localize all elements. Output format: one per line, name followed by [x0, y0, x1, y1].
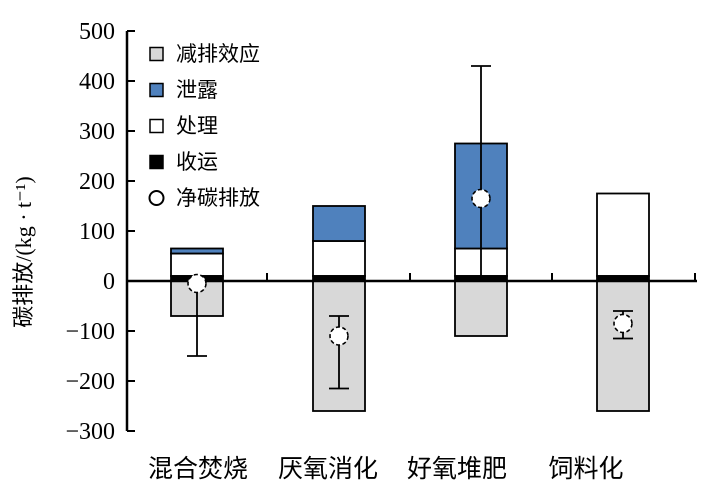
net-emission-marker-饲料化: [613, 313, 633, 334]
x-category-label: 饲料化: [548, 455, 623, 483]
x-category-label: 厌氧消化: [278, 455, 378, 483]
y-tick-label: 100: [79, 219, 115, 245]
legend-label: 处理: [176, 114, 218, 138]
y-tick-label: 0: [103, 269, 115, 295]
legend-label: 净碳排放: [176, 186, 260, 210]
y-tick-label: −200: [65, 369, 115, 395]
y-axis-title: 碳排放/(kg · t⁻¹): [11, 176, 36, 327]
legend-swatch-square-icon: [149, 82, 164, 98]
bar-segment-reduction-effect-饲料化: [596, 280, 650, 412]
x-category-label: 好氧堆肥: [407, 455, 507, 483]
y-tick-label: 400: [79, 69, 115, 95]
bar-segment-treatment-厌氧消化: [312, 240, 366, 277]
bar-segment-leakage-混合焚烧: [170, 247, 224, 255]
legend-swatch-square-icon: [149, 154, 164, 170]
legend-swatch-circle-icon: [148, 190, 165, 206]
legend-label: 减排效应: [176, 42, 260, 66]
net-emission-marker-好氧堆肥: [471, 188, 491, 209]
legend-label: 收运: [176, 150, 218, 174]
x-category-label: 混合焚烧: [148, 455, 248, 483]
bar-segment-reduction-effect-好氧堆肥: [454, 280, 508, 337]
y-tick-label: 200: [79, 169, 115, 195]
y-tick-label: 300: [79, 119, 115, 145]
bar-segment-leakage-厌氧消化: [312, 205, 366, 242]
y-tick-label: −300: [65, 419, 115, 445]
y-tick-label: 500: [79, 19, 115, 45]
bar-segment-treatment-混合焚烧: [170, 252, 224, 277]
legend-swatch-square-icon: [149, 46, 164, 62]
legend-label: 泄露: [176, 78, 218, 102]
legend-swatch-square-icon: [149, 118, 164, 134]
bar-segment-treatment-饲料化: [596, 192, 650, 277]
y-tick-label: −100: [65, 319, 115, 345]
net-emission-marker-厌氧消化: [329, 326, 349, 346]
net-emission-marker-混合焚烧: [187, 273, 207, 294]
